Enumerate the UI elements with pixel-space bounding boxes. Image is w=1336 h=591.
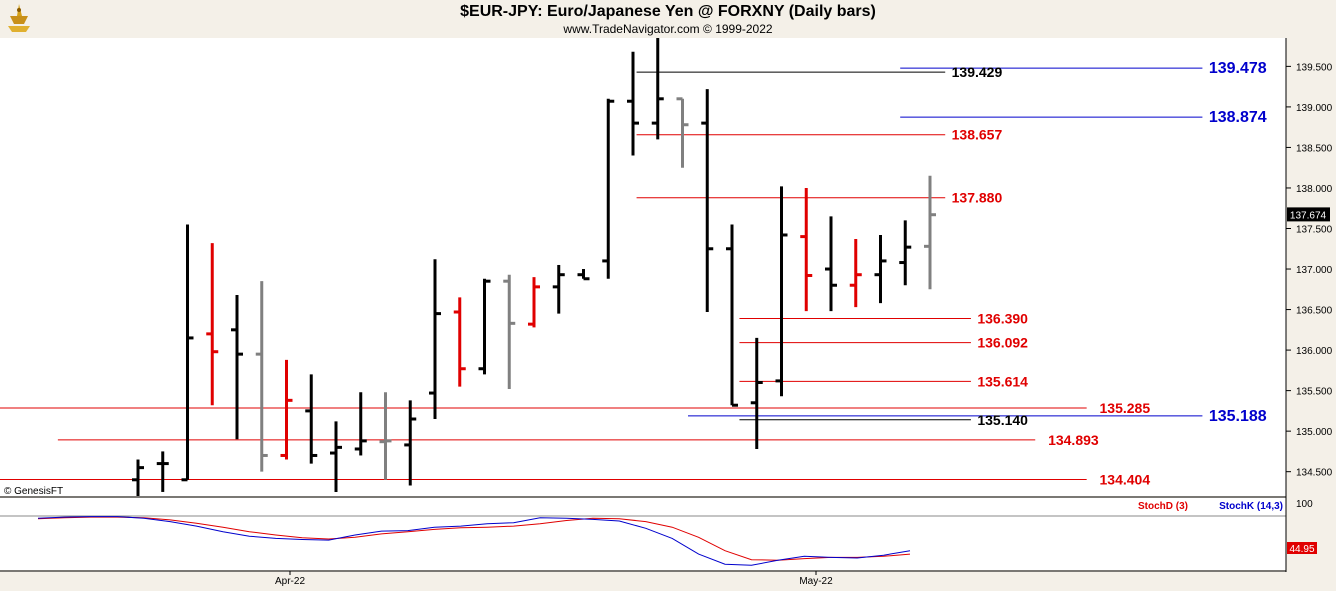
level-label: 135.188: [1209, 408, 1267, 425]
price-bars: [132, 38, 936, 496]
price-bar: [503, 274, 516, 389]
price-bar: [552, 264, 565, 314]
price-bar: [255, 281, 268, 472]
stochastic-series-line: [37, 516, 911, 566]
price-bar: [602, 98, 615, 279]
price-bar: [280, 359, 293, 460]
level-label: 135.285: [1100, 400, 1151, 416]
date-tick-label: Apr-22: [275, 576, 305, 587]
price-bar: [305, 374, 318, 464]
level-label: 137.880: [952, 190, 1003, 206]
price-tick-label: 139.500: [1296, 62, 1333, 73]
price-bar: [775, 186, 788, 397]
price-bar: [800, 187, 813, 312]
price-axis: 134.500 135.000 135.500 136.000 136.500 137.0…: [1286, 62, 1333, 479]
price-bar: [577, 269, 590, 281]
level-label: 136.092: [977, 335, 1028, 351]
price-bar: [453, 297, 466, 387]
last-price-box: [1287, 207, 1330, 222]
level-label: 135.614: [977, 373, 1028, 389]
watermark: © GenesisFT: [4, 486, 63, 497]
price-bar: [676, 97, 689, 168]
price-tick-label: 136.500: [1296, 306, 1333, 317]
price-bar: [825, 216, 837, 312]
date-tick-label: May-22: [799, 576, 833, 587]
price-bar: [206, 243, 219, 406]
price-bar: [429, 259, 441, 419]
level-label: 139.429: [952, 64, 1003, 80]
price-bar: [354, 392, 367, 456]
last-price-label: 137.674: [1290, 210, 1327, 221]
price-bar: [726, 224, 738, 407]
price-bar: [849, 239, 862, 308]
date-axis: Apr-22 May-22: [275, 571, 833, 587]
chart-title: $EUR-JPY: Euro/Japanese Yen @ FORXNY (Da…: [460, 3, 876, 20]
price-tick-label: 135.000: [1296, 427, 1333, 438]
trade-navigator-logo-icon: [8, 4, 30, 32]
price-bar: [404, 400, 417, 486]
price-tick-label: 138.000: [1296, 184, 1333, 195]
chart-header: $EUR-JPY: Euro/Japanese Yen @ FORXNY (Da…: [0, 0, 1336, 38]
stochastic-last-value: 44.95: [1289, 544, 1314, 555]
price-bar: [651, 38, 664, 140]
price-plot-area: [0, 38, 1286, 496]
price-tick-label: 137.000: [1296, 265, 1333, 276]
price-bar: [132, 459, 144, 496]
stochastic-tick-100: 100: [1296, 499, 1313, 510]
stochastic-plot-area: [0, 498, 1286, 570]
price-bar: [627, 51, 639, 156]
price-bar: [379, 392, 392, 480]
level-label: 135.140: [977, 412, 1028, 428]
level-label: 134.404: [1100, 471, 1151, 487]
price-tick-label: 136.000: [1296, 346, 1333, 357]
legend-stochk: StochK (14,3): [1219, 501, 1283, 512]
stochastic-series-line: [37, 516, 911, 561]
stochastic-last-box: [1287, 542, 1317, 554]
price-bar: [874, 234, 887, 304]
level-label: 136.390: [977, 310, 1028, 326]
price-tick-label: 134.500: [1296, 468, 1333, 479]
price-tick-label: 137.500: [1296, 224, 1333, 235]
stochastic-lines: 44.95: [37, 516, 1317, 566]
price-bar: [899, 220, 912, 286]
level-lines: 139.478 139.429 138.874 138.657 137.880 136.3…: [0, 60, 1267, 487]
price-bar: [528, 277, 540, 328]
legend-stochd: StochD (3): [1138, 501, 1188, 512]
price-bar: [181, 224, 194, 482]
price-bar: [701, 89, 714, 312]
price-bar: [750, 337, 763, 449]
level-label: 134.893: [1048, 432, 1099, 448]
price-bar: [156, 451, 169, 492]
level-label: 138.874: [1209, 109, 1267, 126]
price-tick-label: 139.000: [1296, 103, 1333, 114]
price-tick-label: 138.500: [1296, 143, 1333, 154]
chart-subtitle: www.TradeNavigator.com © 1999-2022: [563, 22, 773, 36]
price-bar: [924, 175, 936, 290]
price-bar: [231, 294, 243, 440]
price-tick-label: 135.500: [1296, 387, 1333, 398]
price-bar: [478, 278, 491, 375]
level-label: 138.657: [952, 127, 1003, 143]
price-bar: [330, 421, 342, 492]
level-label: 139.478: [1209, 60, 1267, 77]
